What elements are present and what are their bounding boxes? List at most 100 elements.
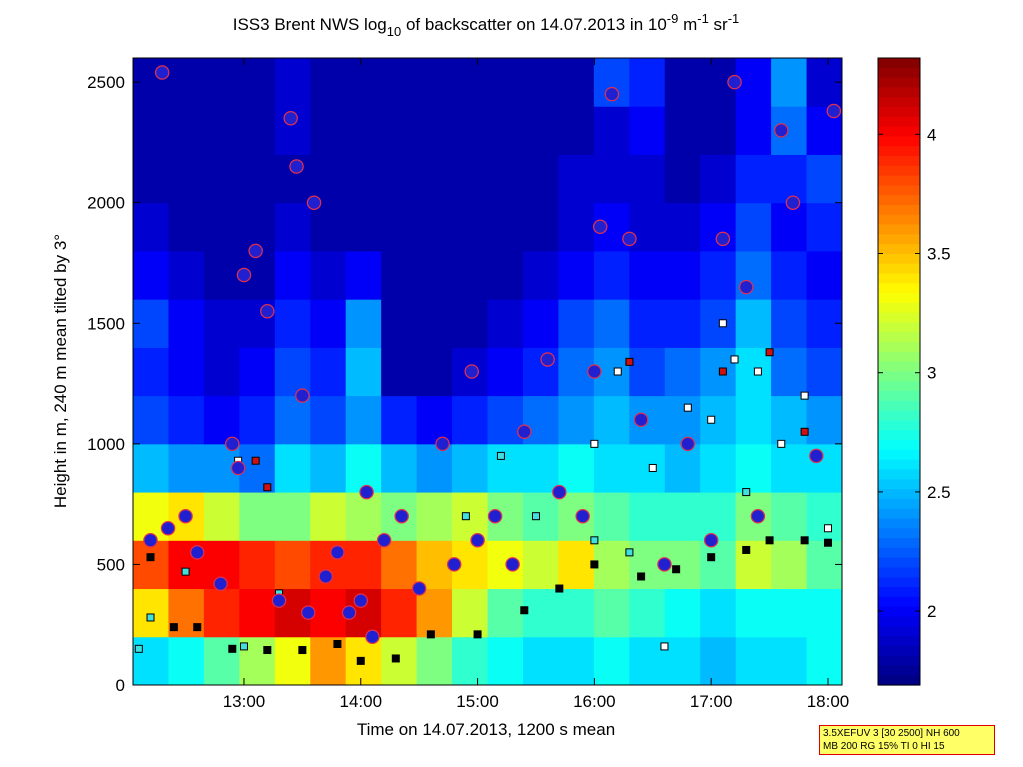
heat-cell bbox=[239, 540, 276, 590]
heat-cell bbox=[487, 299, 524, 348]
colorbar-step bbox=[878, 430, 920, 441]
heat-cell bbox=[771, 443, 808, 493]
colorbar-step bbox=[878, 371, 920, 382]
heat-cell bbox=[771, 299, 808, 348]
colorbar-step bbox=[878, 655, 920, 667]
colorbar-step bbox=[878, 116, 920, 128]
colorbar-tick-label: 4 bbox=[927, 125, 936, 144]
heat-cell bbox=[133, 202, 169, 252]
square-marker bbox=[520, 606, 529, 615]
heat-cell bbox=[168, 636, 205, 686]
heat-cell bbox=[168, 347, 205, 397]
heat-cell bbox=[558, 636, 595, 686]
square-marker bbox=[625, 357, 634, 366]
heat-cell bbox=[416, 299, 453, 348]
cloud-base-marker bbox=[703, 533, 719, 548]
heat-cell bbox=[522, 540, 559, 590]
heat-cell bbox=[629, 636, 666, 686]
heat-cell bbox=[700, 250, 737, 300]
square-marker bbox=[765, 536, 774, 545]
heat-cell bbox=[452, 154, 488, 204]
heat-cell bbox=[771, 540, 808, 590]
cloud-base-marker bbox=[236, 267, 252, 283]
heat-cell bbox=[310, 250, 347, 300]
colorbar-step bbox=[878, 606, 920, 618]
cloud-base-marker bbox=[189, 545, 205, 560]
cloud-base-marker bbox=[248, 243, 263, 259]
heat-cell bbox=[629, 202, 666, 252]
heat-cell bbox=[558, 106, 595, 155]
colorbar-step bbox=[878, 58, 920, 69]
heat-cell bbox=[133, 588, 169, 638]
heat-cell bbox=[274, 540, 311, 590]
cloud-base-marker bbox=[318, 569, 333, 584]
heat-cell bbox=[274, 636, 311, 686]
heat-cell bbox=[735, 588, 772, 638]
colorbar-step bbox=[878, 224, 920, 235]
heat-cell bbox=[416, 395, 453, 445]
square-marker bbox=[461, 512, 470, 521]
heat-cell bbox=[593, 395, 630, 445]
heat-cell bbox=[203, 154, 240, 204]
heat-cell bbox=[416, 202, 453, 252]
heat-cell bbox=[771, 347, 808, 397]
colorbar-step bbox=[878, 459, 920, 471]
colorbar-step bbox=[878, 126, 920, 137]
heat-cell bbox=[664, 106, 701, 155]
heat-cell bbox=[629, 299, 666, 348]
heat-cell bbox=[700, 154, 737, 204]
cloud-base-marker bbox=[785, 195, 801, 210]
heat-cell bbox=[452, 106, 488, 155]
heat-cell bbox=[416, 250, 453, 300]
heat-cell bbox=[558, 443, 595, 493]
heat-cell bbox=[168, 443, 205, 493]
colorbar-step bbox=[878, 626, 920, 637]
heat-cell bbox=[629, 492, 666, 541]
heat-cell bbox=[629, 250, 666, 300]
square-marker bbox=[742, 545, 751, 554]
cloud-base-marker bbox=[809, 448, 824, 464]
heat-cell bbox=[310, 202, 347, 252]
colorbar-step bbox=[878, 577, 920, 588]
heat-cell bbox=[771, 202, 808, 252]
cloud-base-marker bbox=[394, 508, 409, 524]
heat-cell bbox=[381, 106, 418, 155]
heat-cell bbox=[806, 202, 843, 252]
colorbar-step bbox=[878, 351, 920, 363]
heat-cell bbox=[203, 492, 240, 541]
heat-cell bbox=[771, 492, 808, 541]
cloud-base-marker bbox=[774, 123, 789, 138]
heat-cell bbox=[593, 540, 630, 590]
heat-cell bbox=[487, 395, 524, 445]
heat-cell bbox=[522, 443, 559, 493]
colorbar-step bbox=[878, 195, 920, 206]
heat-cell bbox=[381, 395, 418, 445]
heat-cell bbox=[806, 636, 843, 686]
cloud-base-marker bbox=[295, 388, 310, 403]
cloud-base-marker bbox=[353, 593, 369, 608]
heat-cell bbox=[806, 395, 843, 445]
colorbar-step bbox=[878, 204, 920, 216]
square-marker bbox=[251, 456, 260, 465]
cloud-base-marker bbox=[225, 436, 240, 452]
heat-cell bbox=[487, 58, 524, 107]
heat-cell bbox=[487, 106, 524, 155]
colorbar-step bbox=[878, 244, 920, 255]
colorbar-step bbox=[878, 567, 920, 578]
square-marker bbox=[718, 367, 727, 376]
square-marker bbox=[613, 367, 622, 376]
heat-cell bbox=[345, 250, 382, 300]
heat-cell bbox=[771, 588, 808, 638]
heat-cell bbox=[735, 250, 772, 300]
heat-cell bbox=[310, 58, 347, 107]
heat-cell bbox=[274, 347, 311, 397]
square-marker bbox=[637, 572, 646, 581]
heat-cell bbox=[345, 154, 382, 204]
heat-cell bbox=[806, 250, 843, 300]
colorbar-step bbox=[878, 645, 920, 657]
colorbar-step bbox=[878, 312, 920, 324]
cloud-base-marker bbox=[826, 103, 842, 119]
square-marker bbox=[707, 553, 716, 562]
heat-cell bbox=[452, 299, 488, 348]
cloud-base-marker bbox=[230, 460, 246, 476]
